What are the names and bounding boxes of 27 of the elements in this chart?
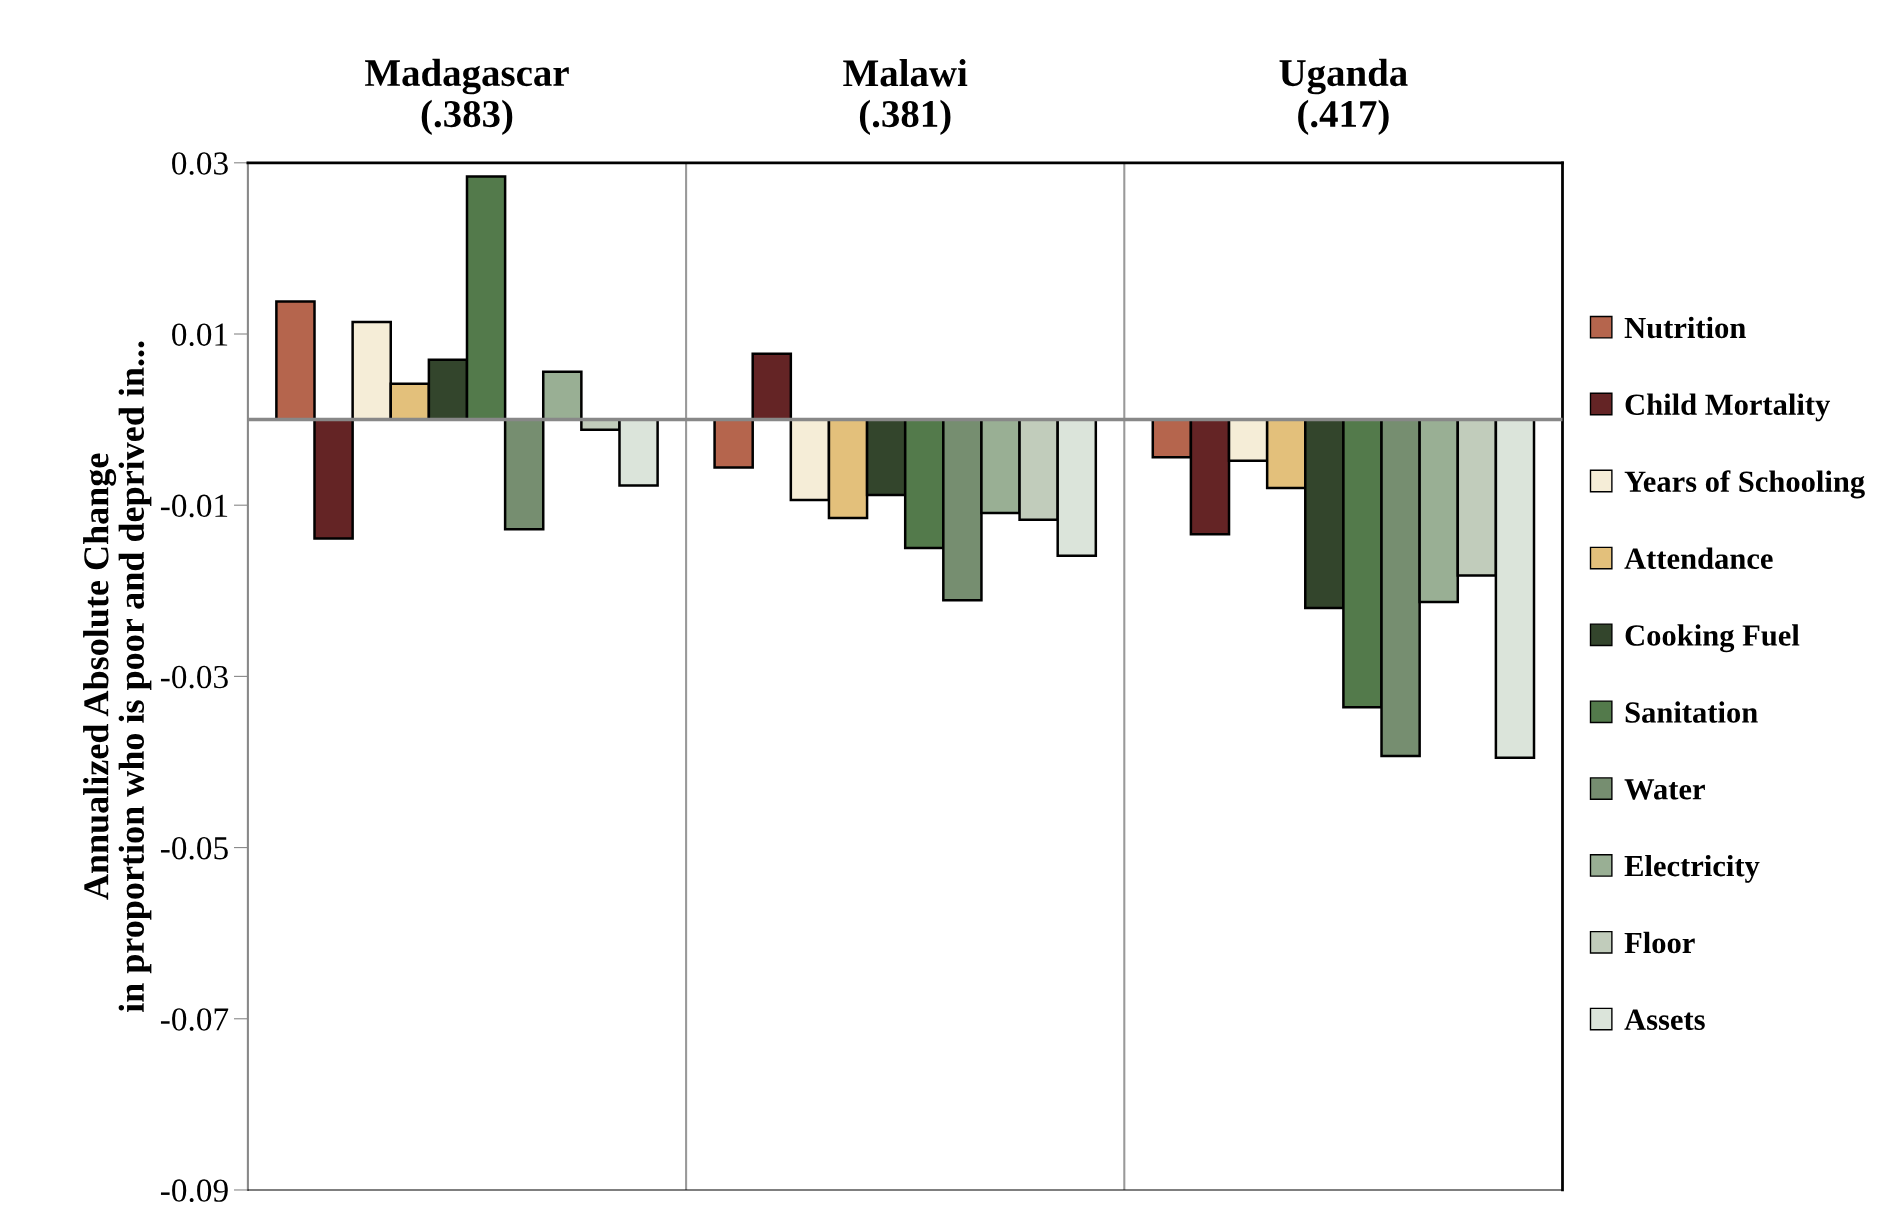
legend-label: Child Mortality: [1625, 393, 1831, 422]
x-tick-label: Madagascar (.383): [365, 58, 569, 136]
y-tick-label: -0.09: [160, 1179, 228, 1203]
legend-label: Years of Schooling: [1624, 470, 1865, 499]
x-tick-label: Uganda (.417): [1279, 58, 1408, 136]
y-tick-label: -0.05: [160, 836, 228, 860]
bar: [713, 418, 754, 469]
y-tick-label: -0.03: [160, 665, 228, 689]
bar: [313, 418, 354, 540]
y-axis-title: Annualized Absolute Change in proportion who is poor and deprived in...: [83, 341, 152, 1013]
bar: [541, 370, 583, 421]
legend-label: Attendance: [1624, 547, 1773, 570]
legend-label: Floor: [1624, 931, 1695, 954]
y-tick-label: -0.01: [160, 494, 228, 518]
legend-label: Electricity: [1624, 854, 1760, 883]
y-tick-label: -0.07: [160, 1008, 229, 1031]
y-tick-label: 0.01: [172, 323, 228, 347]
legend-label: Assets: [1624, 1009, 1705, 1031]
legend-label: Sanitation: [1625, 701, 1758, 723]
bar: [503, 418, 545, 531]
x-tick-label: Malawi (.381): [843, 59, 968, 136]
y-tick-label: 0.03: [172, 152, 228, 175]
bar: [751, 352, 793, 421]
legend-label: Nutrition: [1624, 316, 1746, 339]
legend-label: Cooking Fuel: [1625, 624, 1800, 653]
bar: [275, 300, 316, 421]
legend-label: Water: [1624, 779, 1705, 800]
